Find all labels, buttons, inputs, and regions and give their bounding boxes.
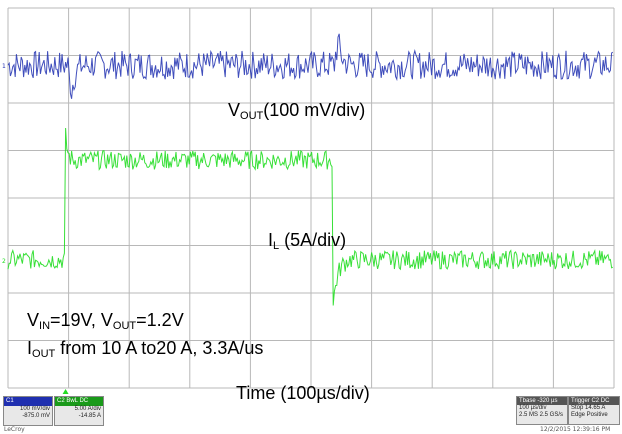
vout-label: VOUT(100 mV/div) [228, 100, 366, 122]
channel2-scale: 5.00 A/div [74, 406, 101, 412]
channel2-header: C2 BwL DC [55, 397, 103, 406]
channel1-header: C1 [4, 397, 52, 406]
timestamp: 12/2/2015 12:39:16 PM [540, 426, 611, 433]
timebase-header: Tbase -320 µs [517, 397, 567, 405]
channel1-offset: -875.0 mV [22, 413, 50, 419]
timebase-status[interactable]: Tbase -320 µs 100 µs/div 2.5 MS 2.5 GS/s [516, 396, 568, 425]
il-label: IL (5A/div) [268, 230, 347, 252]
timebase-scale: 100 µs/div [519, 405, 547, 411]
il-trace [7, 127, 614, 306]
trigger-marker [62, 389, 69, 394]
vout-trace [7, 33, 614, 99]
channel2-offset: -14.85 A [78, 413, 101, 419]
iout-label: IOUT from 10 A to20 A, 3.3A/us [27, 338, 264, 360]
channel1-scale: 100 mV/div [19, 406, 50, 412]
channel2-status[interactable]: C2 BwL DC 5.00 A/div -14.85 A [54, 396, 104, 426]
plot-traces: 12 [2, 33, 614, 394]
channel1-status[interactable]: C1 100 mV/div -875.0 mV [3, 396, 53, 426]
plot-grid [7, 7, 615, 389]
vout-ground-marker: 1 [2, 63, 6, 70]
trigger-status[interactable]: Trigger C2 DC Stop 14.65 A Edge Positive [568, 396, 620, 425]
vin-label: VIN=19V, VOUT=1.2V [27, 310, 184, 332]
il-ground-marker: 2 [2, 258, 6, 265]
trigger-level: Stop 14.65 A [571, 405, 606, 411]
time-axis-label: Time (100µs/div) [236, 383, 370, 403]
trigger-mode: Edge Positive [571, 412, 608, 418]
trigger-header: Trigger C2 DC [569, 397, 619, 405]
brand-logo: LeCroy [4, 426, 25, 433]
timebase-rate: 2.5 MS 2.5 GS/s [519, 412, 564, 418]
